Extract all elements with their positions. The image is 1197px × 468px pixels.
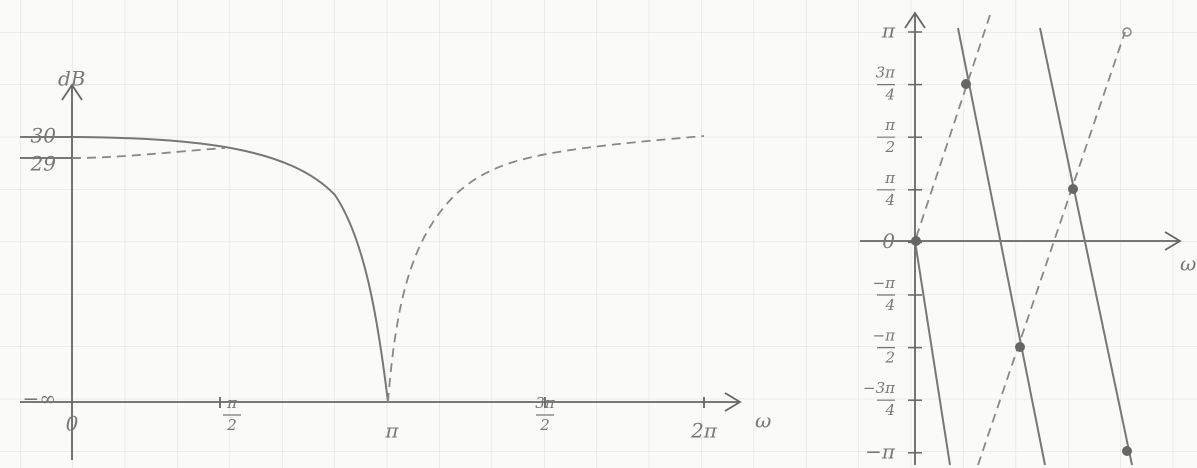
tick-label: π	[384, 419, 399, 443]
grid-paper	[0, 0, 1197, 468]
tick-label-den: 4	[884, 296, 895, 314]
tick-label-den: 2	[884, 138, 895, 156]
tick-label: −π	[865, 439, 896, 463]
tick-label-den: 4	[884, 401, 895, 419]
tick-label-den: 2	[884, 349, 895, 367]
tick-label: π	[881, 19, 896, 43]
y-tick-label: 29	[30, 152, 57, 176]
tick-label-den: 4	[884, 191, 895, 209]
y-tick-label: 30	[31, 124, 57, 148]
tick-label: 2π	[690, 419, 718, 443]
tick-label: 0	[882, 229, 895, 253]
tick-label-num: π	[226, 394, 238, 412]
tick-label-num: −π	[873, 327, 897, 345]
tick-label-num: −3π	[863, 379, 896, 397]
tick-label-den: 4	[884, 86, 895, 104]
tick-label-num: 3π	[876, 64, 897, 82]
tick-label: 0	[66, 412, 79, 436]
y-axis-label: dB	[58, 67, 86, 91]
x-axis-label: ω	[755, 409, 771, 433]
tick-label-num: 3π	[535, 394, 556, 412]
point	[911, 236, 921, 246]
point	[1015, 342, 1025, 352]
y-tick-label: −∞	[23, 387, 56, 411]
tick-label-num: π	[884, 116, 896, 134]
sketch: dB ω ω 3029−∞0π2π3π22ππ3π4π2π40−π4−π2−3π…	[0, 0, 1197, 468]
point	[1122, 446, 1132, 456]
tick-label-den: 2	[226, 416, 237, 434]
point	[961, 79, 971, 89]
tick-label-num: π	[884, 169, 896, 187]
tick-label-num: −π	[873, 274, 897, 292]
x-axis-label: ω	[1180, 252, 1196, 276]
point	[1068, 184, 1078, 194]
tick-label-den: 2	[539, 416, 550, 434]
